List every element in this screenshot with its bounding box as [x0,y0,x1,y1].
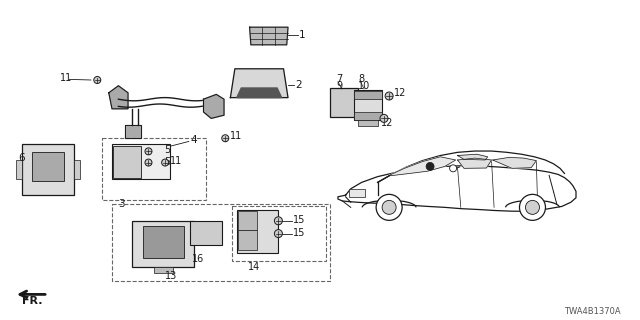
Text: 1: 1 [299,30,305,40]
Text: FR.: FR. [22,296,42,306]
Polygon shape [493,157,536,168]
Polygon shape [458,158,492,168]
Bar [32,152,64,181]
Circle shape [162,159,168,166]
Bar [349,189,365,197]
Circle shape [385,92,393,100]
Text: 8: 8 [358,74,365,84]
Circle shape [525,200,540,214]
Circle shape [450,165,456,172]
Circle shape [275,230,282,237]
Text: 13: 13 [165,271,177,281]
Bar [112,144,170,179]
Text: 3: 3 [118,198,125,209]
Text: 6: 6 [18,153,24,164]
Circle shape [145,159,152,166]
Bar [232,206,326,261]
Text: 15: 15 [293,215,305,225]
Circle shape [520,194,545,220]
Bar [102,138,206,200]
Text: 5: 5 [164,156,171,167]
Bar [190,221,222,245]
Polygon shape [458,154,488,160]
Circle shape [376,194,402,220]
Circle shape [275,217,282,225]
Circle shape [382,200,396,214]
Circle shape [94,76,100,84]
Bar [154,267,173,273]
Bar [238,211,257,230]
Circle shape [145,148,152,155]
Bar [112,204,330,281]
Polygon shape [250,27,288,45]
Text: 15: 15 [293,228,305,238]
Bar [74,160,80,179]
Text: 11: 11 [60,73,72,83]
Bar [22,144,74,195]
Text: 7: 7 [336,74,342,84]
Polygon shape [338,166,576,211]
Bar [132,221,194,267]
Polygon shape [125,125,141,138]
Circle shape [380,115,388,123]
Polygon shape [389,157,456,175]
Bar [354,112,382,120]
Text: 12: 12 [381,118,393,128]
Polygon shape [204,94,224,118]
Text: 12: 12 [394,88,406,99]
Text: TWA4B1370A: TWA4B1370A [564,307,621,316]
Text: 11: 11 [170,156,182,166]
Text: 16: 16 [192,254,204,264]
Text: 11: 11 [230,131,243,141]
Text: 9: 9 [336,81,342,92]
Bar [354,90,382,120]
Text: 4: 4 [191,135,197,145]
Polygon shape [237,88,282,98]
Bar [330,88,358,117]
Bar [16,160,22,179]
Text: 2: 2 [296,80,302,90]
Text: 10: 10 [358,81,371,92]
Bar [237,210,278,253]
Text: 5: 5 [164,145,171,156]
Bar [143,226,184,258]
Circle shape [426,163,434,171]
Bar [113,146,141,178]
Bar [238,230,257,250]
Polygon shape [230,69,288,98]
Bar [358,120,378,126]
Bar [354,91,382,99]
Circle shape [222,135,228,142]
Text: 14: 14 [248,262,260,272]
Polygon shape [109,86,128,109]
